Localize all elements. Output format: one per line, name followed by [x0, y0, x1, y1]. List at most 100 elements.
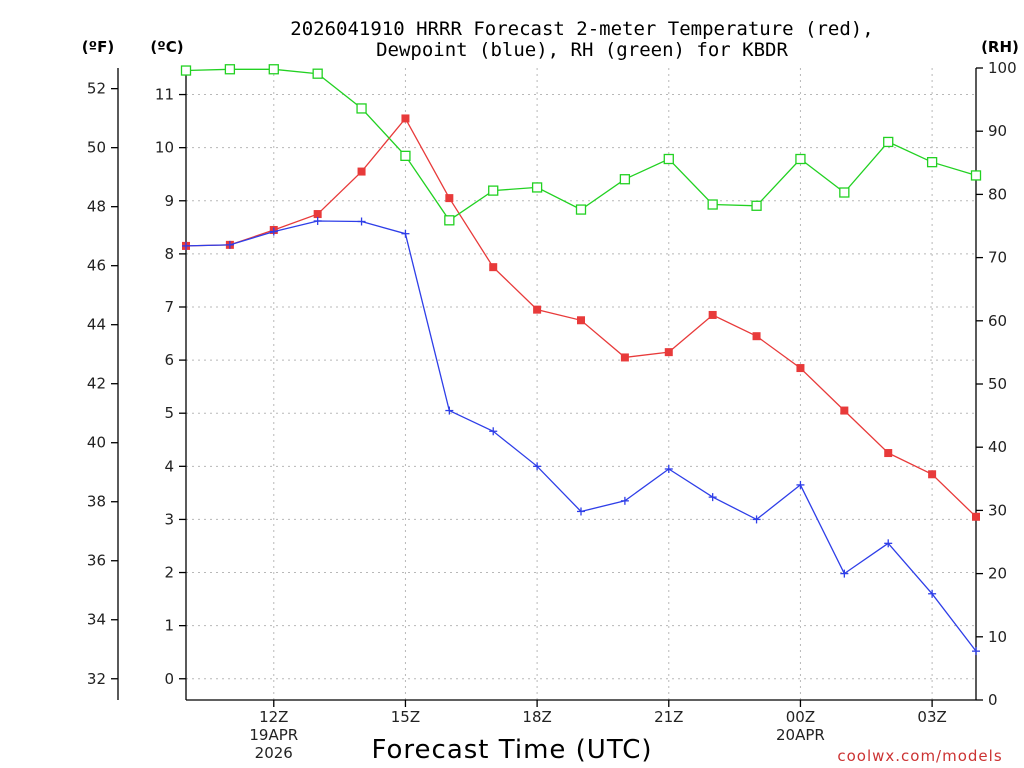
rh-tick-label: 0 [988, 691, 998, 709]
dewpoint-point [401, 229, 410, 238]
temperature-point [708, 310, 717, 319]
temperature-point [577, 316, 585, 325]
rh-point [224, 64, 236, 75]
dewpoint-point [225, 240, 234, 249]
temperature-point [489, 263, 498, 272]
celsius-tick-label: 7 [164, 298, 174, 316]
dewpoint-point [796, 480, 805, 489]
rh-tick-label: 100 [988, 59, 1017, 77]
rh-tick-label: 50 [988, 375, 1007, 393]
dewpoint-point [884, 539, 893, 548]
celsius-tick-label: 3 [164, 510, 174, 528]
data-series [180, 64, 982, 656]
x-axis-label: Forecast Time (UTC) [371, 735, 652, 765]
temperature-point [664, 348, 673, 357]
fahrenheit-tick-label: 32 [87, 670, 106, 688]
dewpoint-point [928, 589, 937, 598]
dewpoint-point [752, 515, 761, 524]
axes [111, 67, 983, 707]
rh-line [185, 68, 977, 222]
gridlines [186, 68, 976, 700]
dewpoint-point [577, 507, 585, 516]
temperature-point [313, 210, 322, 219]
temperature-point [620, 353, 629, 362]
time-tick-label: 18Z [522, 708, 551, 726]
rh-tick-label: 10 [988, 628, 1007, 646]
dewpoint-point [533, 462, 542, 471]
temperature-point [796, 364, 805, 373]
celsius-tick-label: 0 [164, 670, 174, 688]
rh-point [751, 200, 762, 211]
time-tick-label: 15Z [391, 708, 420, 726]
celsius-tick-label: 9 [164, 192, 174, 210]
credit-link[interactable]: coolwx.com/models [837, 747, 1002, 765]
rh-point [312, 68, 323, 79]
rh-unit-label: (RH) [981, 38, 1019, 56]
dewpoint-point [708, 493, 717, 502]
celsius-tick-label: 8 [164, 245, 174, 263]
rh-point [400, 150, 411, 161]
temperature-point [752, 332, 761, 341]
time-tick-label: 20APR [776, 726, 825, 744]
fahrenheit-tick-label: 36 [87, 552, 106, 570]
dewpoint-point [269, 227, 278, 236]
fahrenheit-tick-label: 44 [87, 316, 106, 334]
temperature-point [972, 512, 980, 521]
rh-tick-label: 70 [988, 249, 1007, 267]
dewpoint-point [445, 406, 454, 415]
dewpoint-line [185, 220, 977, 652]
chart-title-line2: Dewpoint (blue), RH (green) for KBDR [376, 39, 788, 61]
fahrenheit-tick-label: 46 [87, 257, 106, 275]
temperature-point [840, 406, 849, 415]
dewpoint-point [313, 216, 322, 225]
celsius-tick-label: 10 [155, 139, 174, 157]
dewpoint-point [620, 496, 629, 505]
fahrenheit-tick-label: 42 [87, 375, 106, 393]
temperature-point [928, 470, 937, 479]
rh-point [619, 174, 631, 185]
time-tick-label: 03Z [917, 708, 946, 726]
fahrenheit-tick-label: 52 [87, 80, 106, 98]
celsius-tick-label: 6 [164, 351, 174, 369]
temperature-point [401, 114, 410, 123]
time-tick-label: 00Z [786, 708, 815, 726]
rh-point [970, 170, 982, 181]
rh-tick-label: 20 [988, 565, 1007, 583]
rh-point [444, 215, 455, 226]
dewpoint-point [357, 217, 366, 226]
rh-point [531, 182, 543, 193]
rh-tick-label: 30 [988, 501, 1007, 519]
time-tick-label: 21Z [654, 708, 683, 726]
celsius-tick-label: 2 [164, 564, 174, 582]
celsius-tick-label: 11 [155, 86, 174, 104]
rh-point [356, 103, 367, 114]
rh-point [839, 187, 850, 198]
rh-point [268, 64, 279, 75]
rh-tick-label: 80 [988, 185, 1007, 203]
celsius-unit-label: (ºC) [150, 38, 183, 56]
temperature-point [357, 167, 366, 176]
celsius-tick-label: 1 [164, 617, 174, 635]
fahrenheit-tick-label: 40 [87, 434, 106, 452]
fahrenheit-tick-label: 38 [87, 493, 106, 511]
rh-point [926, 157, 938, 168]
rh-point [575, 204, 587, 215]
chart-title-line1: 2026041910 HRRR Forecast 2-meter Tempera… [290, 18, 873, 40]
rh-tick-label: 60 [988, 312, 1007, 330]
time-tick-label: 19APR [249, 726, 298, 744]
rh-point [488, 185, 499, 196]
rh-point [180, 65, 192, 76]
temperature-point [884, 449, 893, 458]
temperature-point [533, 305, 542, 314]
fahrenheit-tick-label: 50 [87, 139, 106, 157]
rh-tick-label: 40 [988, 438, 1007, 456]
temperature-point [445, 194, 454, 203]
rh-point [663, 153, 674, 165]
time-tick-label: 12Z [259, 708, 288, 726]
rh-tick-label: 90 [988, 122, 1007, 140]
celsius-tick-label: 5 [164, 404, 174, 422]
dewpoint-point [972, 647, 980, 656]
rh-point [883, 136, 894, 148]
rh-point [795, 153, 806, 165]
